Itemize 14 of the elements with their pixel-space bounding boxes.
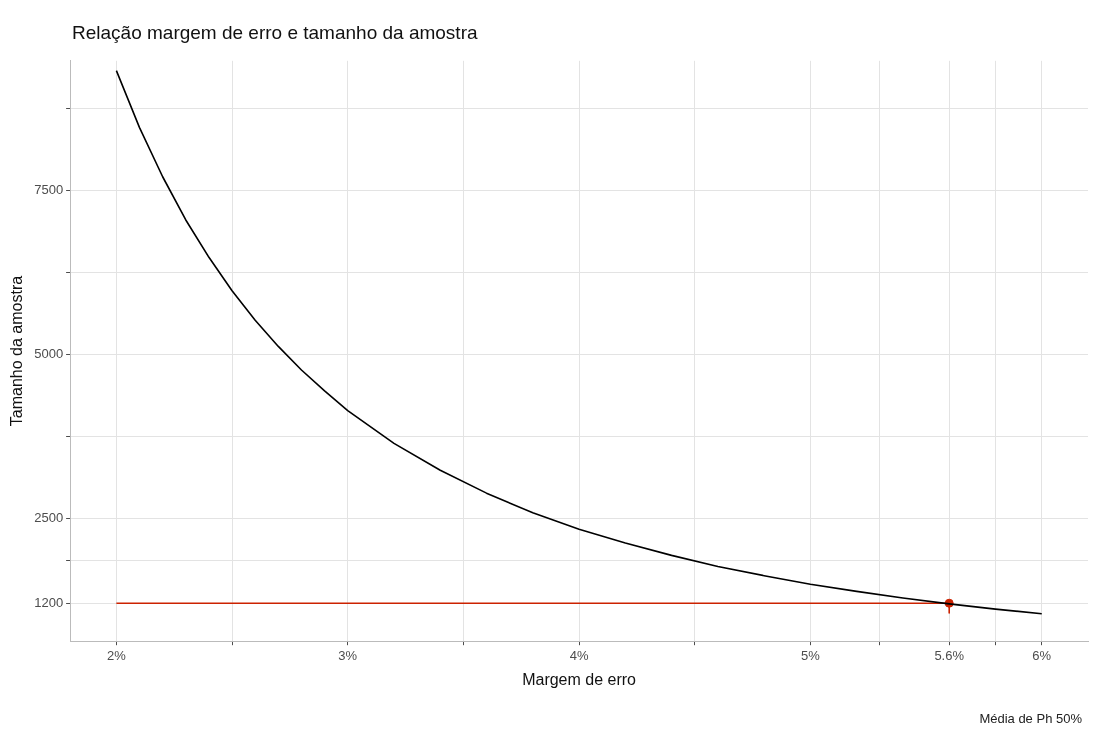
y-tick-label: 2500	[34, 509, 64, 525]
x-tick-label: 5%	[801, 647, 821, 663]
x-tick-label: 2%	[106, 647, 127, 663]
y-tick-label: 7500	[34, 182, 64, 198]
chart-title: Relação margem de erro e tamanho da amostra	[72, 22, 478, 44]
text: Média de Ph 50%	[979, 711, 1082, 726]
x-tick-label: 6%	[1032, 647, 1052, 663]
y-tick-label: 1200	[34, 594, 64, 610]
x-tick-label: 4%	[569, 647, 589, 663]
x-tick-label: 5.6%	[934, 647, 965, 663]
x-axis-title: Margem de erro	[522, 670, 637, 688]
x-tick-label: 3%	[338, 647, 358, 663]
y-tick-label: 5000	[34, 345, 64, 361]
y-axis-title: Tamanho da amostra	[8, 275, 26, 427]
